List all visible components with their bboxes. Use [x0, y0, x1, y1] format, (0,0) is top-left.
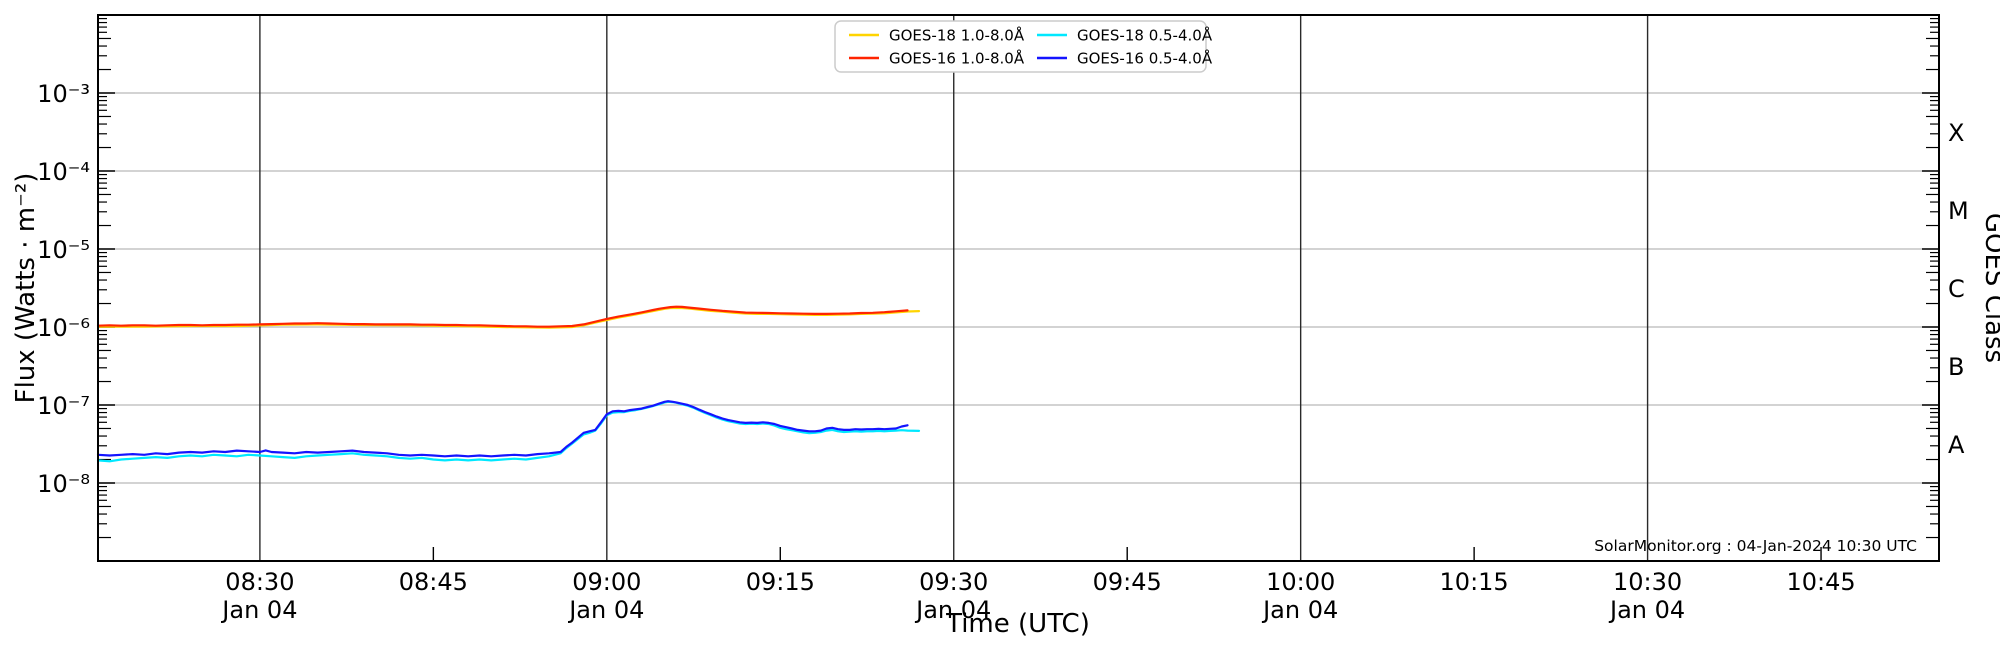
y-axis-title: Flux (Watts · m⁻²)	[11, 173, 41, 404]
x-axis-title: Time (UTC)	[945, 609, 1090, 639]
y-tick-label: 10⁻³	[37, 80, 90, 108]
x-tick-label-1015: 10:15	[1440, 568, 1509, 596]
series-goes-16-0.5-4.0-	[96, 400, 909, 458]
y-tick-label: 10⁻⁸	[37, 470, 90, 498]
goes-class-label-x: X	[1948, 119, 1964, 147]
x-tick-label-0930: 09:30	[919, 568, 988, 596]
x-tick-label-1000: 10:00	[1266, 568, 1335, 596]
legend-box	[834, 20, 1207, 73]
y-tick-label: 10⁻⁵	[37, 236, 90, 264]
legend: GOES-18 1.0-8.0Å GOES-16 1.0-8.0Å GOES-18 …	[834, 20, 1213, 73]
x-tick-date-0930: Jan 04	[914, 596, 991, 624]
y-tick-label: 10⁻⁴	[37, 158, 90, 186]
x-tick-label-0915: 09:15	[746, 568, 815, 596]
y-tick-label: 10⁻⁶	[37, 314, 90, 342]
grid-layer	[98, 15, 1939, 561]
legend-label: GOES-16 1.0-8.0Å	[889, 49, 1025, 68]
legend-label: GOES-18 0.5-4.0Å	[1077, 26, 1213, 45]
legend-label: GOES-16 0.5-4.0Å	[1077, 49, 1213, 68]
x-tick-label-0830: 08:30	[225, 568, 294, 596]
labels-layer: Time (UTC) Flux (Watts · m⁻²) GOES Class…	[11, 173, 2000, 639]
right-axis-title: GOES Class	[1979, 213, 2000, 363]
goes-class-label-a: A	[1948, 431, 1965, 459]
goes-class-label-c: C	[1948, 275, 1965, 303]
credit-annotation: SolarMonitor.org : 04-Jan-2024 10:30 UTC	[1594, 537, 1917, 555]
legend-item-goes-18-0.5-4.0-: GOES-18 0.5-4.0Å	[1037, 26, 1213, 45]
x-tick-date-0900: Jan 04	[567, 596, 644, 624]
legend-item-goes-18-1.0-8.0-: GOES-18 1.0-8.0Å	[849, 26, 1025, 45]
x-tick-date-1000: Jan 04	[1261, 596, 1338, 624]
series-goes-16-1.0-8.0-	[96, 305, 909, 328]
x-tick-date-0830: Jan 04	[220, 596, 297, 624]
x-tick-label-1030: 10:30	[1613, 568, 1682, 596]
y-tick-label: 10⁻⁷	[37, 392, 90, 420]
goes-class-label-b: B	[1948, 353, 1964, 381]
x-tick-date-1030: Jan 04	[1608, 596, 1685, 624]
series-layer	[96, 305, 921, 463]
x-tick-label-0945: 09:45	[1093, 568, 1162, 596]
goes-class-label-m: M	[1948, 197, 1969, 225]
legend-item-goes-16-0.5-4.0-: GOES-16 0.5-4.0Å	[1037, 49, 1213, 68]
x-tick-label-1045: 10:45	[1786, 568, 1855, 596]
x-tick-label-0900: 09:00	[572, 568, 641, 596]
x-tick-label-0845: 08:45	[399, 568, 468, 596]
legend-label: GOES-18 1.0-8.0Å	[889, 26, 1025, 45]
legend-item-goes-16-1.0-8.0-: GOES-16 1.0-8.0Å	[849, 49, 1025, 68]
plot-frame	[97, 14, 1940, 562]
